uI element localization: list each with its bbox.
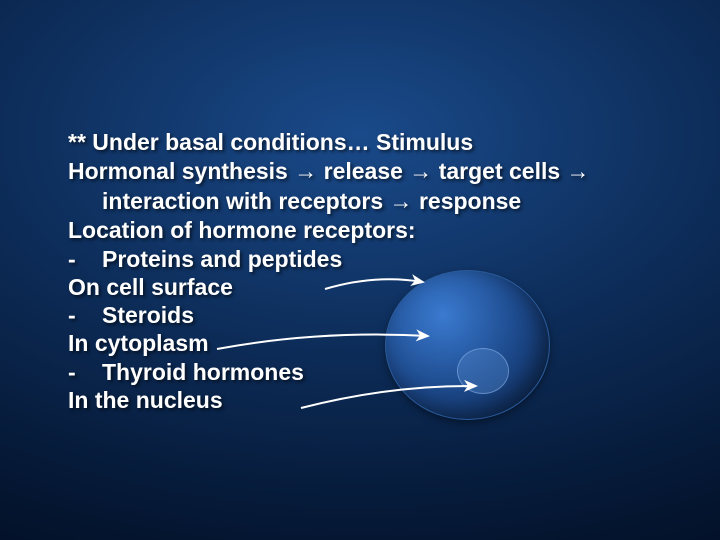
bullet-dash-icon: - (68, 359, 102, 386)
bullet-dash-icon: - (68, 302, 102, 329)
line-cytoplasm: In cytoplasm (68, 329, 680, 358)
bullet-text: Thyroid hormones (102, 359, 304, 386)
bullet-proteins: - Proteins and peptides (68, 246, 680, 273)
bullet-thyroid: - Thyroid hormones (68, 359, 680, 386)
bullet-text: Proteins and peptides (102, 246, 342, 273)
line-cell-surface: On cell surface (68, 273, 680, 302)
line-synthesis: Hormonal synthesis → release → target ce… (68, 157, 680, 186)
bullet-steroids: - Steroids (68, 302, 680, 329)
line-interaction: interaction with receptors → response (68, 187, 680, 216)
bullet-text: Steroids (102, 302, 194, 329)
line-nucleus: In the nucleus (68, 386, 680, 415)
line-stimulus: ** Under basal conditions… Stimulus (68, 128, 680, 157)
line-location-heading: Location of hormone receptors: (68, 216, 680, 245)
bullet-dash-icon: - (68, 246, 102, 273)
slide-text-block: ** Under basal conditions… Stimulus Horm… (68, 128, 680, 415)
